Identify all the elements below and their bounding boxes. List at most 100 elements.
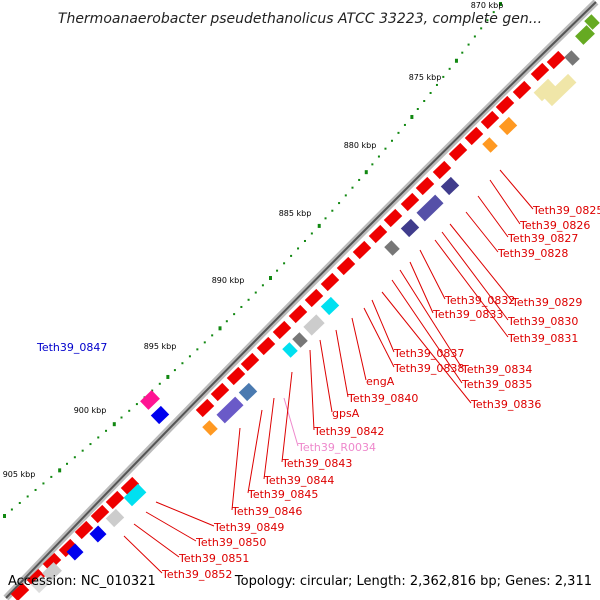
gene-label[interactable]: Teth39_0834 [461,363,532,376]
label-callout-line [399,269,463,369]
gene-feature [89,525,107,543]
label-callout-line [281,371,293,463]
topology-text: Topology: circular; Length: 2,362,816 bp… [234,574,592,589]
scale-dot [112,422,116,427]
gene-label[interactable]: Teth39_0851 [178,552,249,565]
kbp-tick-label: 875 kbp [409,73,442,82]
gene-feature [415,176,435,196]
kbp-tick-label: 870 kbp [471,1,504,10]
gene-feature [292,332,308,348]
scale-dot [173,369,176,372]
gene-feature [74,520,94,540]
scale-dot [331,209,334,212]
scale-dot [18,501,21,504]
gene-label[interactable]: Teth39_0849 [213,521,284,534]
scale-dot [351,186,354,189]
scale-dot [317,223,321,228]
gene-label[interactable]: Teth39_0833 [432,308,503,321]
gene-feature [368,224,388,244]
label-callout-line [371,299,395,353]
label-callout-line [409,261,434,314]
scale-dot [247,298,250,301]
gene-label[interactable]: Teth39_R0034 [297,441,376,454]
gene-label[interactable]: Teth39_0829 [511,296,582,309]
gene-feature [256,336,276,356]
scale-dot [66,462,69,465]
gene-label[interactable]: Teth39_0850 [195,536,266,549]
gene-feature [320,272,340,292]
gene-label[interactable]: Teth39_0831 [507,332,578,345]
gene-label[interactable]: Teth39_0832 [444,294,515,307]
gene-label[interactable]: engA [366,375,395,388]
gene-feature [120,476,140,496]
scale-dot [410,114,414,119]
gene-feature [58,538,78,558]
label-callout-line [449,223,513,302]
scale-dot [429,91,432,94]
scale-dot [240,305,243,308]
label-callout-line [419,249,446,300]
gene-feature [400,192,420,212]
gene-label[interactable]: Teth39_0838 [393,362,464,375]
gene-label[interactable]: Teth39_0827 [507,232,578,245]
scale-dot [442,75,445,78]
gene-feature [304,288,324,308]
gene-label[interactable]: Teth39_0846 [231,505,302,518]
scale-dot [499,2,502,6]
scale-dot [276,269,279,272]
scale-dot [454,58,458,63]
label-callout-line [283,397,299,447]
label-callout-line [319,339,333,413]
gene-feature [202,420,218,436]
gene-label[interactable]: Teth39_0837 [393,347,464,360]
gene-feature [42,552,62,572]
gene-label[interactable]: Teth39_0840 [347,392,418,405]
label-callout-line [477,195,509,238]
scale-dot [358,178,361,181]
gene-label[interactable]: Teth39_0835 [461,378,532,391]
label-callout-line [247,409,263,494]
scale-dot [486,19,489,22]
gene-feature [416,194,444,222]
gene-feature [512,80,532,100]
kbp-tick-label: 880 kbp [344,141,377,150]
scale-dot [290,254,293,257]
gene-feature [440,176,460,196]
scale-dot [303,239,306,242]
label-callout-line [489,179,521,225]
gene-feature [480,110,500,130]
gene-feature [336,256,356,276]
gene-label[interactable]: Teth39_0845 [247,488,318,501]
gene-feature [533,78,557,102]
scale-dot [283,262,286,265]
gene-label[interactable]: Teth39_0825 [532,204,600,217]
label-callout-line [441,231,509,321]
label-callout-line [499,169,534,210]
gene-label[interactable]: gpsA [332,407,360,420]
gene-label[interactable]: Teth39_0828 [497,247,568,260]
scale-dot [416,108,419,111]
scale-dot [492,11,495,14]
scale-dot [158,382,161,385]
gene-label[interactable]: Teth39_0843 [281,457,352,470]
gene-feature [464,126,484,146]
label-callout-line [391,279,463,384]
gene-label[interactable]: Teth39_0842 [313,425,384,438]
scale-dot [196,348,199,351]
scale-dot [105,429,108,432]
gene-feature [564,50,580,66]
scale-dot [151,389,154,392]
gene-label[interactable]: Teth39_0847 [36,341,107,354]
kbp-tick-label: 900 kbp [74,406,107,415]
scale-dot [461,51,464,54]
gene-label[interactable]: Teth39_0852 [161,568,232,581]
gene-label[interactable]: Teth39_0826 [519,219,590,232]
scale-dot [73,456,76,459]
gene-label[interactable]: Teth39_0836 [470,398,541,411]
gene-feature [543,73,577,107]
scale-dot [26,495,29,498]
gene-label[interactable]: Teth39_0844 [263,474,334,487]
label-callout-line [351,317,367,381]
gene-label[interactable]: Teth39_0830 [507,315,578,328]
